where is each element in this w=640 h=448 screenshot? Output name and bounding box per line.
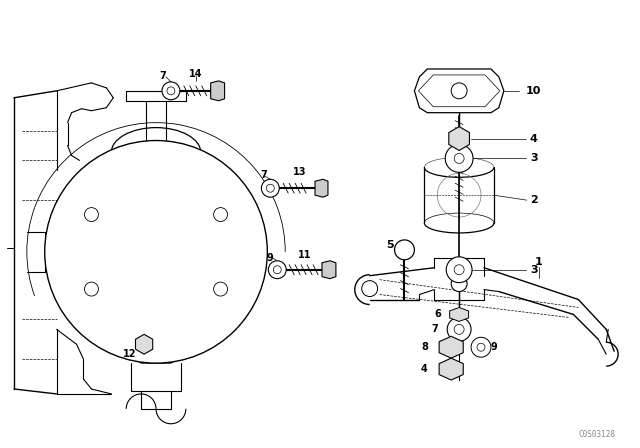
Circle shape [167, 87, 175, 95]
Polygon shape [211, 81, 225, 101]
Text: 14: 14 [189, 69, 202, 79]
Circle shape [445, 145, 473, 172]
Text: 7: 7 [431, 324, 438, 334]
Circle shape [454, 154, 464, 164]
Circle shape [446, 257, 472, 283]
Text: 6: 6 [434, 310, 441, 319]
Circle shape [452, 132, 466, 145]
Text: 4: 4 [421, 364, 428, 374]
Polygon shape [419, 75, 500, 107]
Circle shape [266, 184, 275, 192]
Circle shape [451, 276, 467, 292]
Text: 12: 12 [122, 349, 136, 359]
Polygon shape [322, 261, 336, 279]
Circle shape [454, 324, 464, 334]
Text: 7: 7 [260, 170, 267, 180]
Polygon shape [136, 334, 153, 354]
Text: 8: 8 [421, 342, 428, 352]
Circle shape [261, 179, 279, 197]
Polygon shape [449, 127, 470, 151]
Text: C0S03128: C0S03128 [579, 430, 616, 439]
Circle shape [455, 310, 463, 318]
Circle shape [362, 280, 378, 297]
Circle shape [447, 318, 471, 341]
Text: 13: 13 [293, 167, 307, 177]
Circle shape [471, 337, 491, 357]
Circle shape [445, 363, 457, 375]
Circle shape [268, 261, 286, 279]
Text: 2: 2 [530, 195, 538, 205]
Circle shape [477, 343, 485, 351]
Polygon shape [415, 69, 504, 113]
Circle shape [214, 207, 228, 221]
Text: 3: 3 [530, 265, 538, 275]
Polygon shape [315, 179, 328, 197]
Circle shape [445, 341, 457, 353]
Text: 3: 3 [530, 153, 538, 164]
Circle shape [454, 265, 464, 275]
Circle shape [139, 339, 150, 350]
Text: 9: 9 [490, 342, 497, 352]
Text: 1: 1 [535, 257, 543, 267]
Circle shape [84, 282, 99, 296]
Polygon shape [439, 358, 463, 380]
Text: 10: 10 [526, 86, 541, 96]
Polygon shape [450, 307, 468, 321]
Text: 9: 9 [267, 253, 274, 263]
Polygon shape [439, 336, 463, 358]
Circle shape [45, 141, 268, 363]
Circle shape [214, 282, 228, 296]
Text: 4: 4 [530, 134, 538, 143]
Circle shape [451, 83, 467, 99]
Text: 7: 7 [159, 71, 166, 81]
Text: 5: 5 [386, 240, 394, 250]
Circle shape [273, 266, 281, 274]
Circle shape [162, 82, 180, 100]
Polygon shape [131, 339, 181, 363]
Circle shape [84, 207, 99, 221]
Circle shape [394, 240, 415, 260]
Text: 11: 11 [298, 250, 312, 260]
